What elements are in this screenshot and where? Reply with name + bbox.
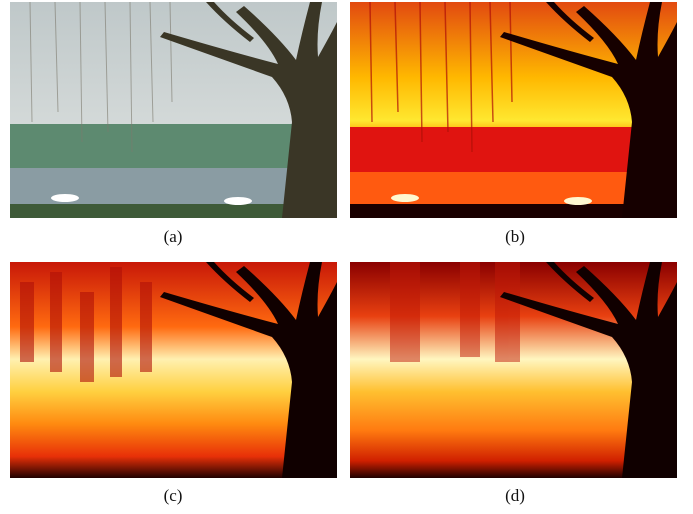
panel-b <box>350 1 677 218</box>
caption: (d) <box>505 486 525 505</box>
caption: (a) <box>164 227 183 246</box>
caption: (b) <box>505 227 525 246</box>
panel-a <box>10 1 337 218</box>
panel-d <box>350 262 677 478</box>
caption: (c) <box>164 486 183 505</box>
panel-c <box>10 262 337 478</box>
